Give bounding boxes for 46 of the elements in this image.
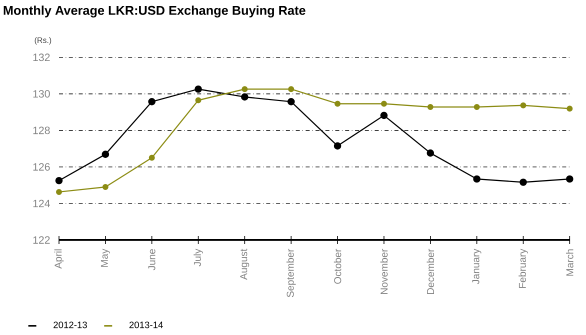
x-tick-label: March: [566, 249, 574, 276]
x-tick-label: December: [426, 248, 434, 294]
y-tick-label: 124: [33, 200, 50, 207]
point: [287, 98, 295, 106]
y-tick-label: 130: [33, 90, 50, 98]
point: [334, 100, 341, 107]
x-tick-label: January: [472, 248, 482, 284]
point: [148, 154, 155, 161]
point: [427, 104, 434, 110]
legend-label: 2013-14: [129, 321, 163, 328]
point: [566, 175, 574, 182]
y-tick-label: 132: [33, 53, 50, 61]
chart-title: Monthly Average LKR:USD Exchange Buying Rate: [4, 5, 306, 18]
x-tick-label: July: [194, 248, 203, 266]
x-tick-label: February: [518, 248, 528, 288]
y-tick-label: 128: [33, 126, 50, 134]
point: [288, 86, 294, 92]
point: [426, 149, 434, 156]
point: [241, 93, 248, 100]
point: [56, 188, 62, 195]
point: [380, 112, 388, 119]
x-tick-label: September: [286, 248, 296, 297]
x-tick-label: October: [334, 248, 342, 284]
x-tick-label: November: [380, 248, 388, 294]
legend-label: 2012-13: [54, 321, 87, 328]
point: [520, 102, 526, 108]
y-tick-label: 126: [33, 162, 50, 170]
point: [102, 184, 108, 190]
x-tick-label: August: [240, 248, 250, 280]
y-axis-title: (Rs.): [34, 36, 52, 44]
point: [334, 142, 342, 150]
y-tick-label: 122: [33, 236, 50, 244]
point: [380, 100, 387, 107]
point: [473, 175, 480, 182]
point: [194, 85, 202, 93]
x-tick-label: May: [100, 248, 110, 267]
point: [55, 176, 63, 184]
point: [474, 104, 480, 110]
point: [195, 97, 202, 104]
point: [566, 105, 573, 112]
point: [242, 86, 248, 92]
x-tick-label: April: [54, 249, 64, 268]
point: [520, 178, 527, 186]
point: [148, 98, 156, 106]
x-tick-label: June: [148, 248, 156, 270]
point: [102, 150, 110, 158]
